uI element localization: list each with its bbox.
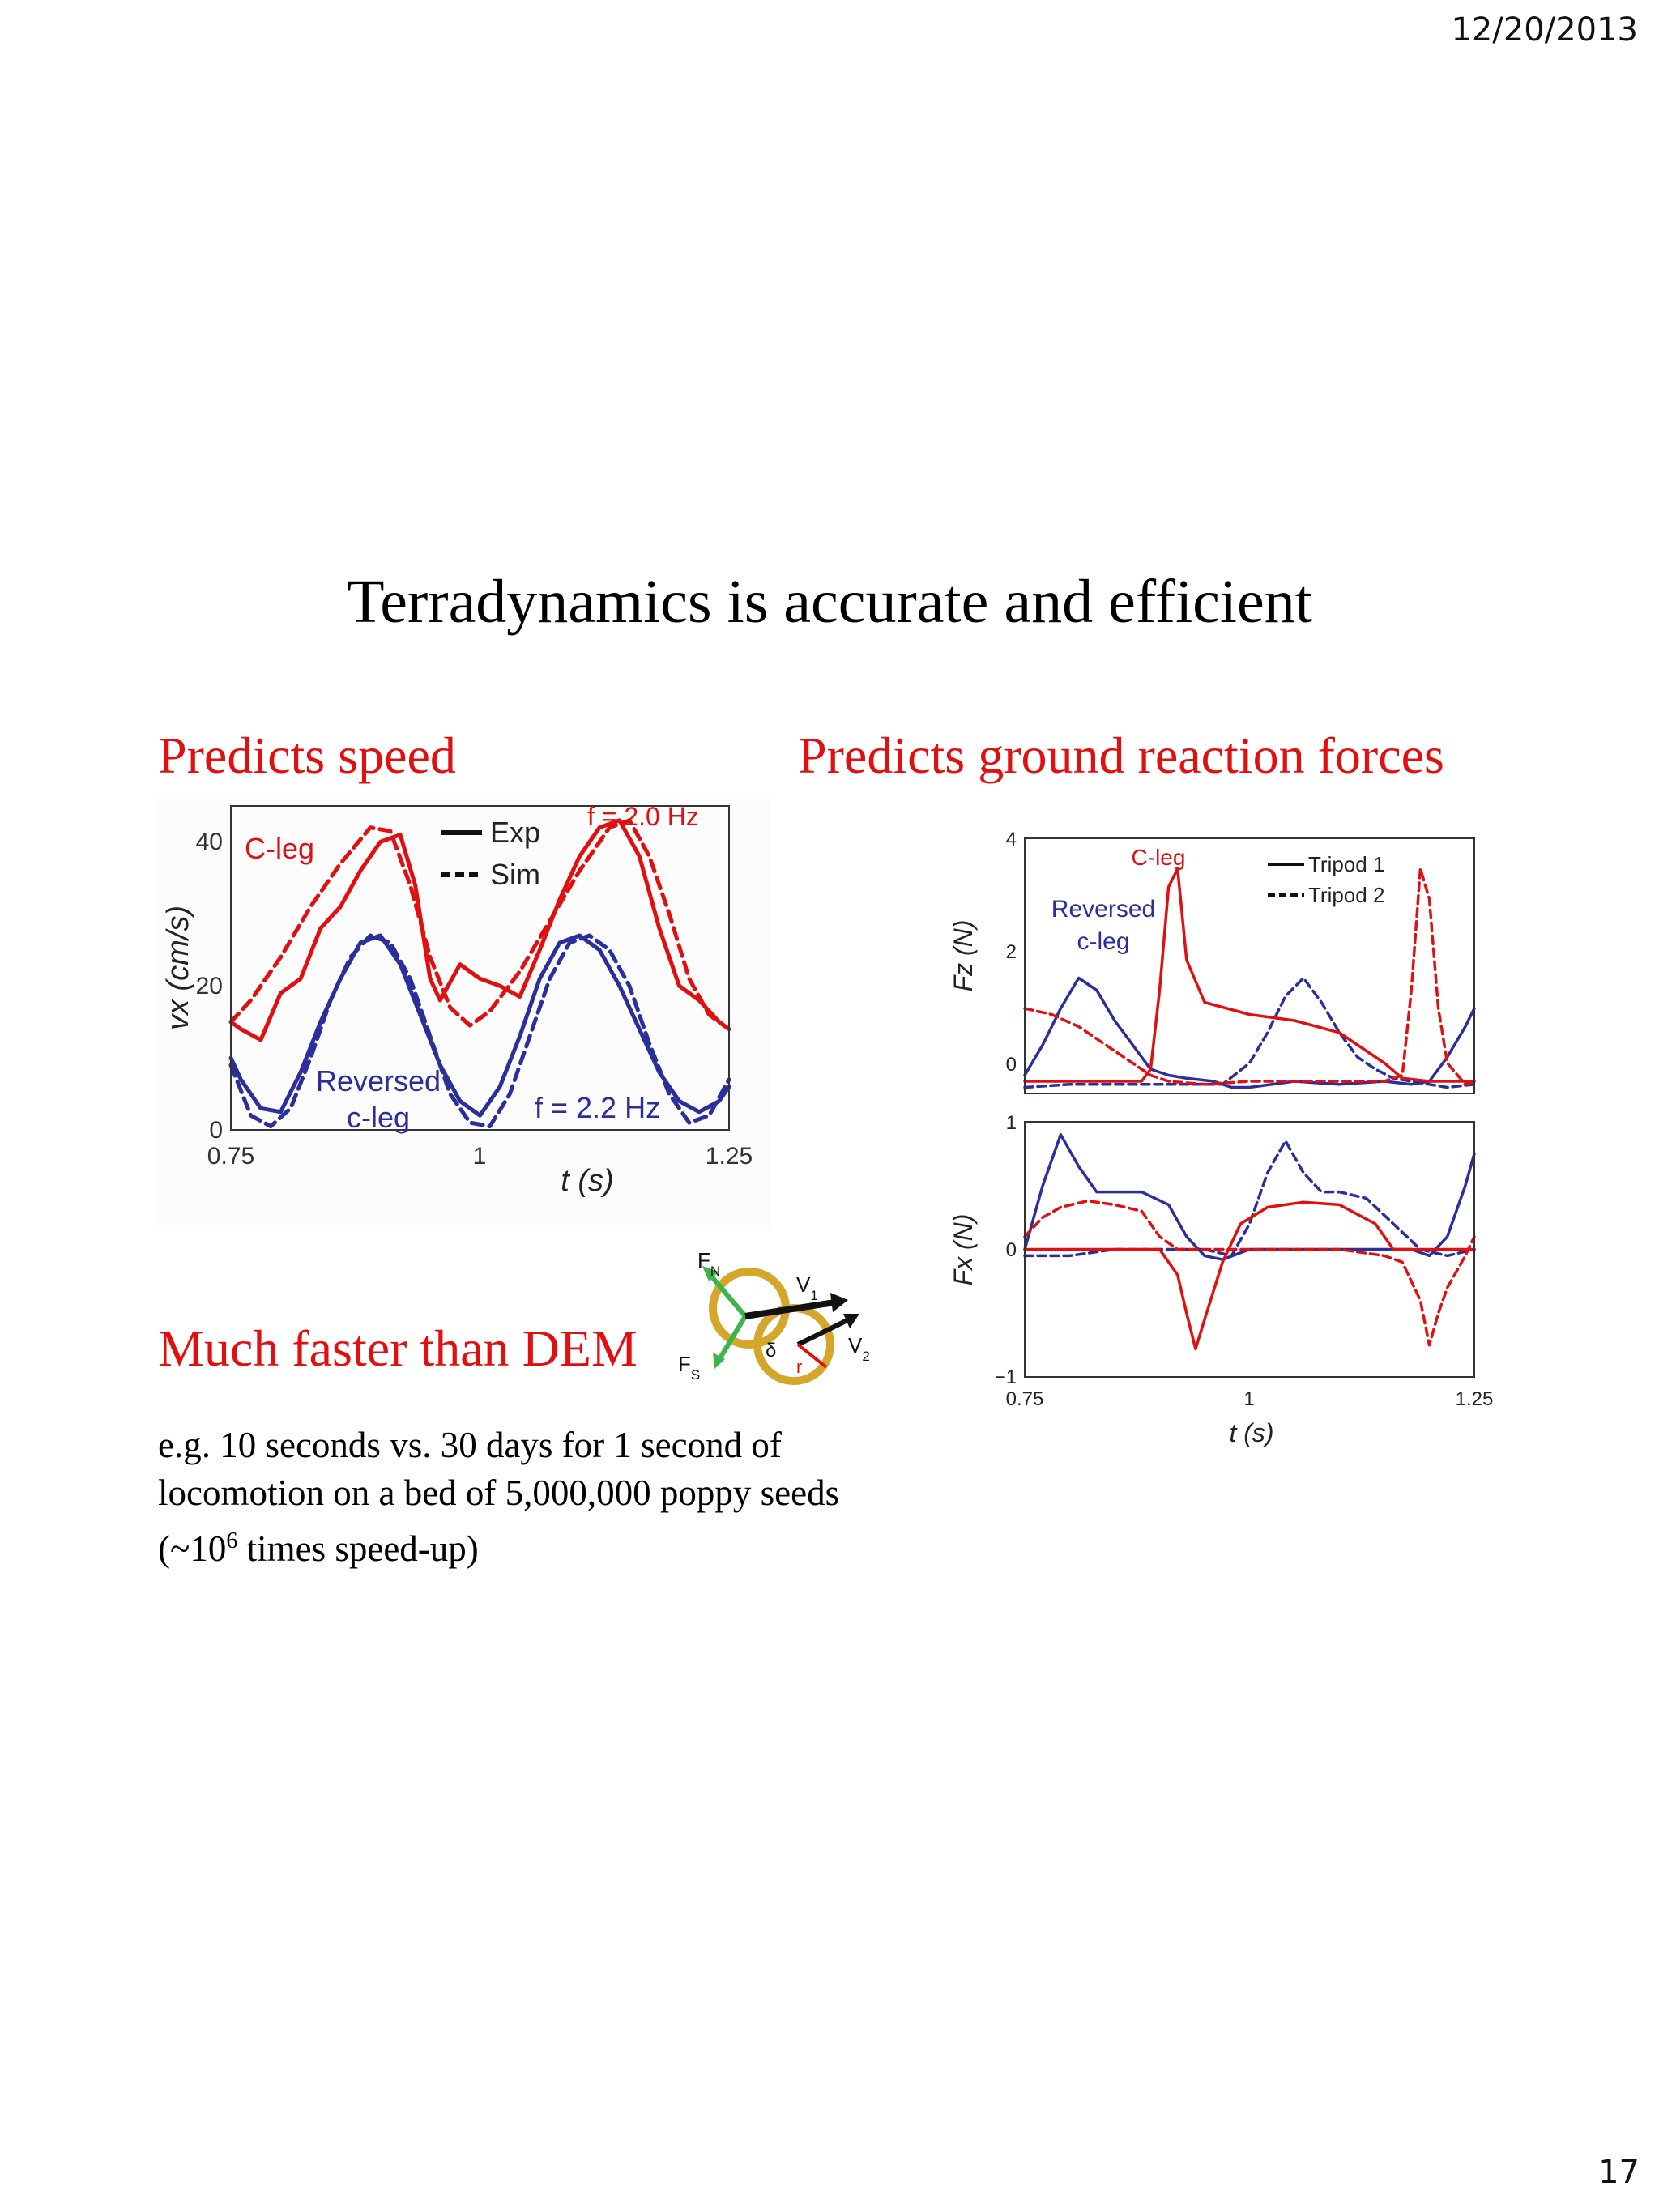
speed-xtick-125: 1.25 [706, 1143, 753, 1170]
fx-ytick-0: 0 [1006, 1239, 1017, 1261]
body-line-3: (~106 times speed-up) [158, 1517, 936, 1573]
fz-reversed-annotation-1: Reversed [1051, 896, 1155, 923]
speed-ytick-40: 40 [196, 829, 223, 855]
predicts-speed-heading: Predicts speed [158, 727, 456, 784]
v1-arrow [744, 1299, 835, 1319]
speed-plot-area [228, 818, 731, 1129]
fs-label: FS [678, 1352, 700, 1383]
fz-plot-area [1023, 867, 1476, 1089]
fx-series-reversed-c-leg-tripod-2 [1023, 1139, 1476, 1258]
legend-sim-label: Sim [490, 858, 540, 891]
dem-comparison-text: e.g. 10 seconds vs. 30 days for 1 second… [158, 1421, 936, 1573]
fx-ytick-1: 1 [1006, 1112, 1017, 1134]
fz-reversed-annotation-2: c-leg [1077, 928, 1129, 955]
fn-arrowhead [702, 1266, 719, 1281]
speed-xlabel: t (s) [561, 1164, 613, 1198]
speed-series-reversed-c-leg-sim [228, 933, 731, 1129]
delta-label: δ [766, 1340, 776, 1362]
fx-plot-area [1023, 1133, 1476, 1351]
fz-chart-frame [1024, 837, 1475, 1094]
freq-red-annotation: f = 2.0 Hz [587, 802, 699, 831]
speed-series-c-leg-exp [228, 818, 731, 1042]
v2-arrowhead [843, 1314, 859, 1328]
speed-chart-background [154, 794, 770, 1231]
fx-ytick-neg1: −1 [995, 1366, 1017, 1388]
predicts-forces-heading: Predicts ground reaction forces [798, 727, 1444, 784]
v1-label: V1 [796, 1272, 818, 1303]
fz-c-leg-annotation: C-leg [1132, 845, 1186, 870]
force-xlabel: t (s) [1229, 1418, 1273, 1447]
fz-series-c-leg-tripod-1 [1023, 867, 1476, 1083]
slide-title: Terradynamics is accurate and efficient [347, 568, 1312, 636]
c-leg-annotation: C-leg [245, 832, 314, 865]
fz-ytick-0: 0 [1006, 1054, 1017, 1076]
fz-ytick-2: 2 [1006, 941, 1017, 963]
body-line-2: locomotion on a bed of 5,000,000 poppy s… [158, 1473, 840, 1513]
reversed-annotation-2: c-leg [347, 1101, 410, 1134]
leg-circle-1 [709, 1268, 790, 1349]
fz-ytick-4: 4 [1006, 829, 1017, 850]
fx-series-c-leg-tripod-1 [1023, 1200, 1476, 1351]
freq-blue-annotation: f = 2.2 Hz [535, 1091, 660, 1124]
speed-chart-frame [230, 805, 730, 1131]
dem-heading: Much faster than DEM [158, 1319, 638, 1377]
fs-arrowhead [713, 1353, 725, 1369]
body-line-3-end: times speed-up) [237, 1528, 479, 1569]
fz-series-reversed-c-leg-tripod-1 [1023, 976, 1476, 1089]
fx-xtick-125: 1.25 [1456, 1388, 1494, 1410]
force-charts: 4 2 0 Fz (N) C-leg Reversed c-leg Tripod… [949, 829, 1494, 1447]
speed-xtick-1: 1 [473, 1143, 487, 1170]
legend-tripod1-label: Tripod 1 [1308, 852, 1384, 876]
v2-label: V2 [848, 1333, 870, 1364]
fx-xtick-1: 1 [1243, 1388, 1254, 1410]
speed-ytick-20: 20 [196, 973, 223, 999]
body-exponent: 6 [226, 1528, 238, 1554]
legend-exp-label: Exp [490, 816, 540, 849]
speed-ylabel: vx (cm/s) [161, 906, 195, 1030]
fz-ylabel: Fz (N) [949, 920, 978, 992]
fx-xtick-075: 0.75 [1006, 1388, 1044, 1410]
fn-arrow [706, 1272, 748, 1318]
body-line-1: e.g. 10 seconds vs. 30 days for 1 second… [158, 1425, 782, 1465]
body-line-3-start: (~10 [158, 1528, 227, 1569]
speed-xtick-075: 0.75 [207, 1143, 254, 1170]
speed-ytick-0: 0 [209, 1117, 223, 1144]
fx-ylabel: Fx (N) [949, 1214, 978, 1286]
fx-chart-frame [1024, 1121, 1475, 1378]
fz-series-c-leg-tripod-2 [1023, 867, 1476, 1086]
fz-series-reversed-c-leg-tripod-2 [1023, 976, 1476, 1089]
legend-tripod2-label: Tripod 2 [1308, 883, 1384, 907]
reversed-annotation-1: Reversed [316, 1064, 441, 1097]
v2-arrow [796, 1316, 852, 1347]
r-arrow [796, 1343, 828, 1369]
speed-series-c-leg-sim [228, 818, 731, 1032]
speed-chart: 0 20 40 0.75 1 1.25 t (s) vx (cm/s) Exp … [154, 794, 770, 1231]
leg-segment-force-diagram-icon: FN FS V1 V2 δ r [678, 1248, 870, 1385]
fx-series-c-leg-tripod-2 [1023, 1199, 1476, 1347]
speed-series-reversed-c-leg-exp [228, 933, 731, 1118]
v1-arrowhead [830, 1293, 848, 1312]
fs-arrow [716, 1315, 748, 1362]
r-label: r [796, 1357, 802, 1377]
page-number: 17 [1598, 2154, 1640, 2191]
slide-date: 12/20/2013 [1451, 11, 1638, 49]
fx-series-reversed-c-leg-tripod-1 [1023, 1133, 1476, 1261]
fn-label: FN [697, 1248, 720, 1279]
